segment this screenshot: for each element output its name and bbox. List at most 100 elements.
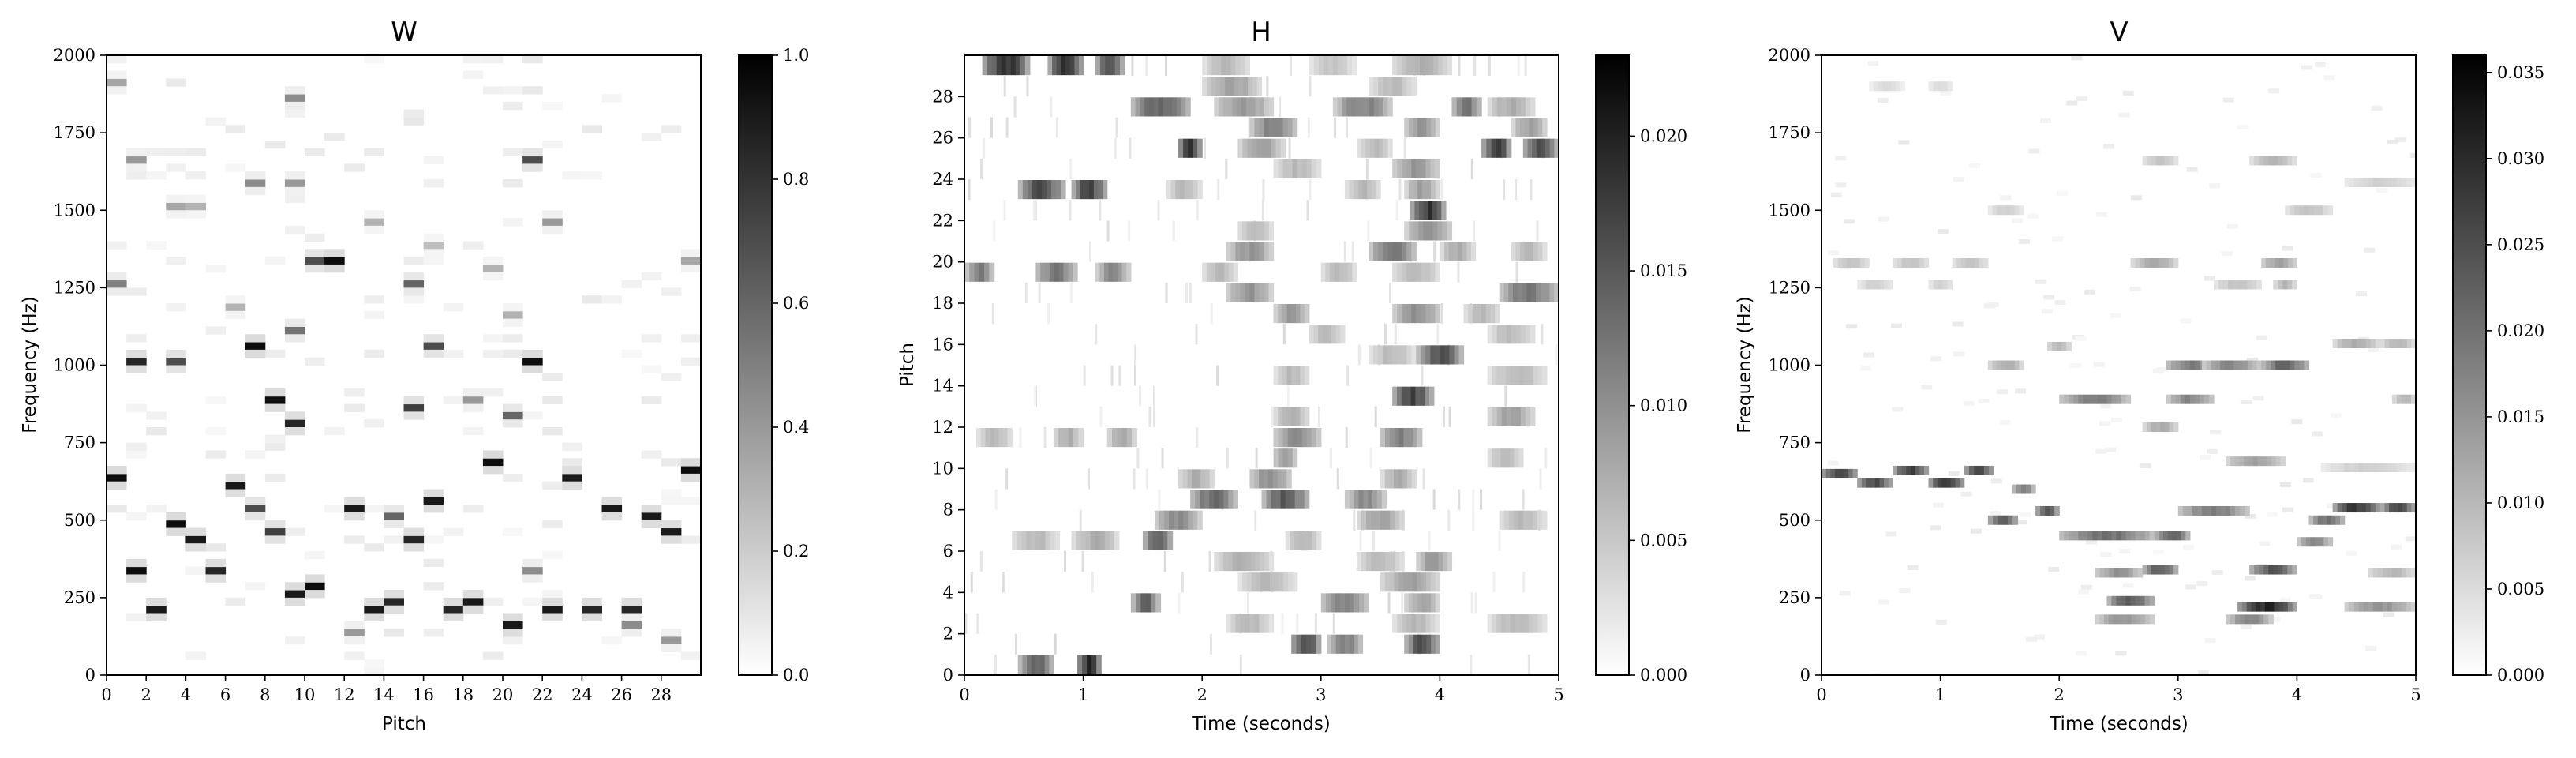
spectrogram-cell (2045, 505, 2050, 516)
activation-cell (1285, 490, 1291, 509)
spectrogram-cell (2019, 205, 2024, 216)
activation-cell (1266, 138, 1272, 158)
activation-cell (1250, 97, 1256, 117)
spectrogram-cell (2391, 177, 2398, 187)
spectrogram-cell (2118, 568, 2125, 578)
activation-cell (1163, 97, 1168, 117)
spectrogram-cell (2401, 602, 2407, 612)
spectrogram-cell (2301, 65, 2313, 70)
spectrogram-cell (1857, 478, 1863, 488)
activation-cell (1103, 262, 1110, 282)
activation-cell (1468, 304, 1473, 324)
activation-cell (1261, 200, 1264, 221)
spectrogram-cell (2136, 614, 2141, 625)
activation-cell (1002, 428, 1009, 448)
activation-cell (1232, 97, 1237, 117)
spectrogram-cell (2327, 537, 2334, 547)
activation-cell (1166, 180, 1172, 200)
spectrogram-cell (1870, 280, 1876, 290)
spectrogram-cell (2243, 360, 2248, 370)
spectrogram-cell (1833, 257, 1839, 268)
spectrogram-cell (2383, 612, 2394, 617)
spectrogram-cell (2337, 503, 2343, 513)
heatmap-cell (166, 210, 186, 219)
spectrogram-cell (2087, 394, 2093, 404)
heatmap-cell (126, 156, 147, 164)
heatmap-cell (264, 442, 286, 451)
activation-cell (1501, 138, 1507, 158)
spectrogram-cell (2410, 153, 2416, 159)
spectrogram-cell (1871, 673, 1883, 675)
activation-cell (1344, 634, 1350, 654)
spectrogram-cell (1879, 478, 1885, 488)
activation-cell (1354, 180, 1359, 200)
activation-cell (1357, 180, 1364, 200)
activation-cell (1522, 572, 1526, 593)
activation-cell (1226, 614, 1231, 633)
spectrogram-cell (2274, 602, 2279, 612)
heatmap-cell (661, 535, 682, 544)
activation-cell (1503, 283, 1509, 302)
activation-cell (1300, 304, 1305, 324)
spectrogram-cell (2163, 257, 2170, 268)
heatmap-cell (661, 489, 682, 497)
spectrogram-cell (2175, 360, 2181, 370)
activation-cell (1511, 97, 1517, 117)
activation-cell (1496, 325, 1503, 344)
spectrogram-cell (2241, 400, 2252, 405)
spectrogram-cell (2245, 505, 2250, 516)
activation-cell (1183, 138, 1189, 158)
activation-cell (1254, 283, 1260, 302)
activation-cell (1449, 345, 1455, 365)
spectrogram-cell (2095, 614, 2100, 625)
heatmap-cell (166, 520, 186, 529)
activation-cell (1505, 448, 1511, 468)
activation-cell (1230, 614, 1236, 633)
activation-cell (1523, 366, 1530, 385)
heatmap-cell (621, 280, 642, 288)
activation-cell (1417, 180, 1423, 200)
y-tick-label: 1750 (54, 123, 95, 142)
axes-frame-h (964, 54, 1559, 676)
heatmap-cell (522, 55, 543, 64)
activation-cell (1069, 56, 1075, 76)
spectrogram-cell (2069, 531, 2074, 541)
heatmap-cell (284, 411, 305, 420)
x-tick-label: 0 (101, 685, 111, 704)
activation-cell (1428, 530, 1431, 551)
activation-cell (1021, 531, 1027, 550)
heatmap-cell (245, 505, 266, 513)
activation-cell (990, 428, 995, 448)
spectrogram-cell (1869, 81, 1874, 92)
spectrogram-cell (2264, 602, 2271, 612)
activation-cell (1305, 407, 1310, 426)
activation-cell (1033, 200, 1036, 221)
spectrogram-cell (2142, 156, 2147, 166)
spectrogram-cell (2226, 456, 2231, 467)
spectrogram-cell (2368, 347, 2379, 352)
activation-cell (1237, 552, 1242, 572)
spectrogram-cell (2229, 360, 2235, 370)
activation-cell (1365, 138, 1371, 158)
spectrogram-cell (2174, 156, 2179, 166)
activation-cell (1533, 242, 1539, 261)
activation-cell (1525, 325, 1531, 344)
spectrogram-cell (2177, 505, 2184, 516)
spectrogram-cell (2387, 568, 2393, 578)
activation-cell (1261, 490, 1267, 509)
heatmap-cell (503, 473, 523, 482)
activation-cell (1379, 138, 1384, 158)
activation-cell (1421, 180, 1428, 200)
x-axis-label-w: Pitch (382, 714, 426, 734)
activation-cell (1369, 97, 1375, 117)
activation-cell (1114, 137, 1117, 159)
activation-cell (1246, 592, 1249, 614)
x-tick-label: 1 (1078, 685, 1088, 704)
activation-cell (1095, 531, 1101, 550)
heatmap-cell (225, 473, 246, 482)
spectrogram-cell (1848, 468, 1854, 478)
spectrogram-cell (2237, 602, 2243, 612)
spectrogram-cell (1987, 515, 1994, 525)
spectrogram-cell (2382, 602, 2388, 612)
activation-cell (1250, 552, 1256, 572)
